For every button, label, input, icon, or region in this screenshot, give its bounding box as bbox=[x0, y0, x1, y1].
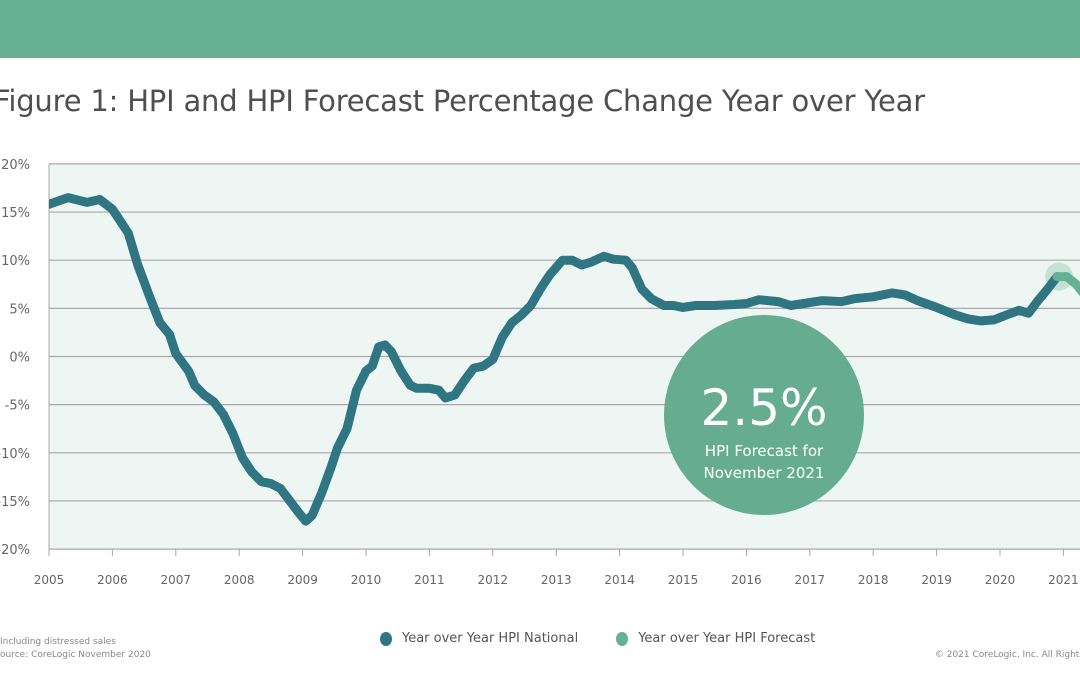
x-tick-label: 2016 bbox=[731, 573, 762, 587]
callout-value: 2.5% bbox=[700, 379, 827, 437]
x-tick-label: 2011 bbox=[414, 573, 445, 587]
y-tick-label: 15% bbox=[1, 206, 30, 221]
x-tick-label: 2010 bbox=[351, 573, 382, 587]
x-tick-label: 2008 bbox=[224, 573, 255, 587]
series-forecast-line bbox=[1052, 272, 1080, 297]
x-tick-label: 2014 bbox=[604, 573, 635, 587]
y-tick-label: 0% bbox=[9, 351, 30, 366]
x-tick-label: 2020 bbox=[985, 573, 1016, 587]
footnote: Including distressed sales bbox=[0, 637, 116, 647]
source-note: ource: CoreLogic November 2020 bbox=[0, 650, 151, 660]
y-tick-label: 5% bbox=[9, 302, 30, 317]
series-national-line bbox=[49, 193, 1062, 526]
legend-label-national: Year over Year HPI National bbox=[402, 631, 579, 646]
callout-line1: HPI Forecast for bbox=[705, 442, 824, 460]
x-tick-label: 2012 bbox=[478, 573, 509, 587]
forecast-callout: 2.5% HPI Forecast for November 2021 bbox=[664, 315, 864, 515]
callout-bubble bbox=[664, 315, 864, 515]
x-tick-label: 2007 bbox=[161, 573, 192, 587]
x-tick-label: 2021 bbox=[1048, 573, 1079, 587]
y-tick-label: -5% bbox=[5, 399, 30, 414]
y-tick-label: -15% bbox=[0, 495, 30, 510]
chart-title: Figure 1: HPI and HPI Forecast Percentag… bbox=[0, 84, 925, 118]
header-bar bbox=[0, 0, 1080, 58]
callout-line2: November 2021 bbox=[704, 464, 825, 482]
legend-label-forecast: Year over Year HPI Forecast bbox=[638, 631, 816, 646]
x-tick-label: 2015 bbox=[668, 573, 699, 587]
y-tick-label: 20% bbox=[1, 158, 30, 173]
x-tick-label: 2009 bbox=[287, 573, 318, 587]
legend: Year over Year HPI National Year over Ye… bbox=[380, 631, 815, 646]
legend-dot-national bbox=[380, 631, 392, 646]
x-tick-label: 2017 bbox=[795, 573, 826, 587]
legend-item-forecast: Year over Year HPI Forecast bbox=[616, 631, 815, 646]
copyright: © 2021 CoreLogic, Inc. All Rights bbox=[934, 650, 1080, 660]
x-tick-label: 2005 bbox=[34, 573, 65, 587]
y-tick-label: 10% bbox=[1, 254, 30, 269]
legend-item-national: Year over Year HPI National bbox=[380, 631, 578, 646]
x-tick-label: 2006 bbox=[97, 573, 128, 587]
x-tick-label: 2019 bbox=[921, 573, 952, 587]
y-tick-label: -10% bbox=[0, 447, 30, 462]
x-tick-label: 2013 bbox=[541, 573, 572, 587]
x-tick-label: 2018 bbox=[858, 573, 889, 587]
legend-dot-forecast bbox=[616, 631, 629, 646]
y-tick-label: -20% bbox=[0, 543, 30, 558]
